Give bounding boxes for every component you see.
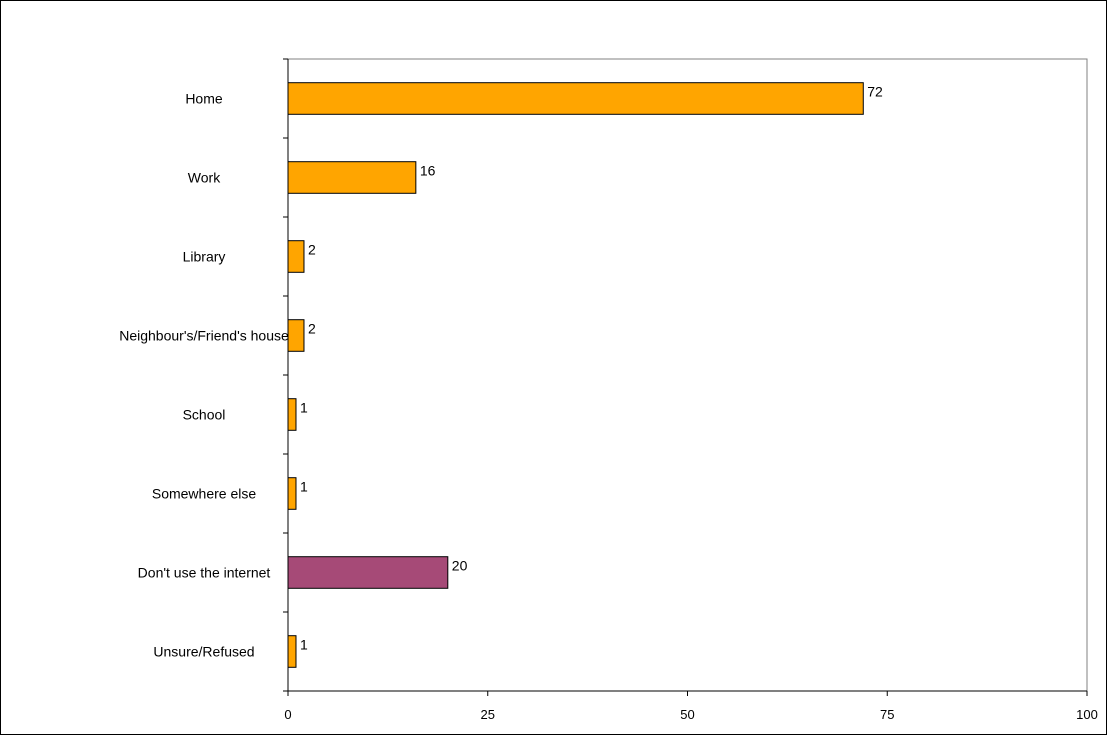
- x-tick-label: 25: [481, 707, 495, 722]
- axes-layer: [283, 58, 1088, 696]
- x-tick-label: 0: [284, 707, 291, 722]
- x-tick-label: 100: [1076, 707, 1098, 722]
- bar: [287, 635, 297, 668]
- category-label: Don't use the internet: [138, 565, 271, 581]
- data-label: 2: [308, 242, 316, 258]
- labels-layer: 0 25 50 75 100 Home 72 Work 16 Library 2 Neighbour'…: [119, 84, 1098, 723]
- category-label: School: [183, 407, 226, 423]
- x-tick-label: 50: [680, 707, 694, 722]
- bar: [287, 82, 864, 115]
- category-label: Work: [188, 170, 221, 186]
- plot-area: [287, 58, 1088, 692]
- bar: [287, 240, 305, 273]
- data-label: 72: [867, 84, 883, 100]
- bar: [287, 477, 297, 510]
- data-label: 2: [308, 321, 316, 337]
- data-label: 1: [300, 479, 308, 495]
- category-label: Unsure/Refused: [153, 644, 254, 660]
- data-label: 1: [300, 637, 308, 653]
- bar: [287, 319, 305, 352]
- category-label: Home: [185, 91, 223, 107]
- x-tick-label: 75: [880, 707, 894, 722]
- data-label: 16: [420, 163, 436, 179]
- bar: [287, 398, 297, 431]
- category-label: Library: [183, 249, 226, 265]
- data-label: 20: [452, 558, 468, 574]
- bar: [287, 556, 449, 589]
- category-label: Neighbour's/Friend's house: [119, 328, 289, 344]
- data-label: 1: [300, 400, 308, 416]
- bar: [287, 161, 417, 194]
- category-label: Somewhere else: [152, 486, 256, 502]
